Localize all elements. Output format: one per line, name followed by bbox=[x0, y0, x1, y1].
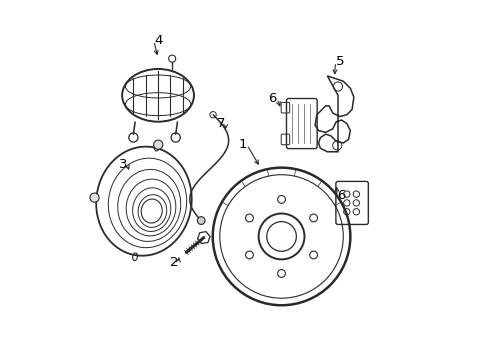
Text: 3: 3 bbox=[118, 158, 127, 171]
Circle shape bbox=[153, 140, 163, 149]
Text: 6: 6 bbox=[268, 93, 276, 105]
Text: 4: 4 bbox=[154, 34, 162, 47]
Text: 1: 1 bbox=[238, 138, 246, 151]
Circle shape bbox=[90, 193, 99, 202]
Text: 6: 6 bbox=[337, 189, 345, 202]
Text: 7: 7 bbox=[217, 117, 225, 130]
Text: 2: 2 bbox=[169, 256, 178, 269]
Text: 5: 5 bbox=[335, 55, 343, 68]
Circle shape bbox=[197, 217, 204, 224]
